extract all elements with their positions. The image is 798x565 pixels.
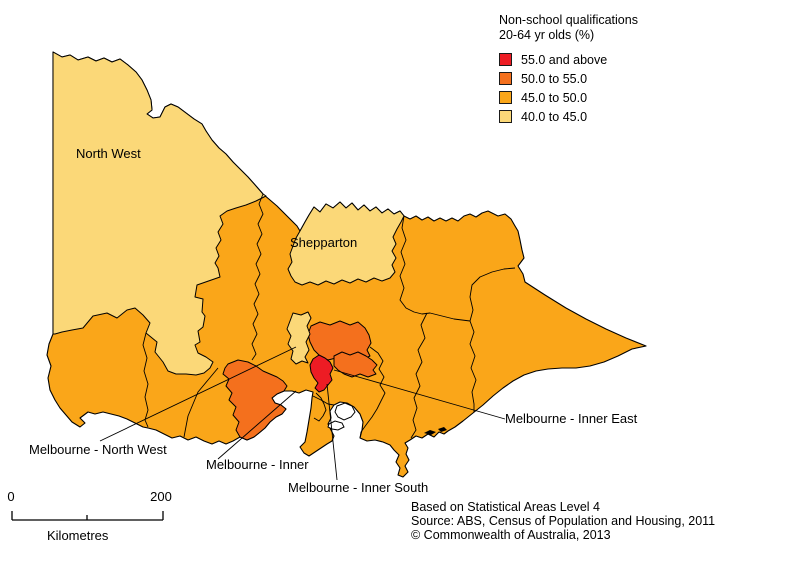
legend-title: Non-school qualifications 20-64 yr olds … [499, 13, 719, 43]
legend-title-line1: Non-school qualifications [499, 13, 638, 27]
label-melbourne-inner-east: Melbourne - Inner East [505, 411, 638, 426]
leader-melbourne-inner [217, 390, 297, 460]
source-line-3: © Commonwealth of Australia, 2013 [411, 527, 611, 542]
label-shepparton: Shepparton [290, 235, 358, 250]
phillip-island [327, 420, 345, 431]
region-melbourne-north-west [286, 311, 312, 365]
legend-item: 55.0 and above [499, 50, 719, 69]
scale-bar [11, 511, 164, 521]
source-line-1: Based on Statistical Areas Level 4 [411, 500, 601, 514]
legend-label: 45.0 to 50.0 [521, 90, 588, 105]
region-melbourne-inner [309, 354, 334, 393]
region-shepparton [287, 201, 405, 286]
label-melbourne-inner: Melbourne - Inner [206, 457, 309, 472]
region-north-east-of-melbourne [307, 320, 372, 362]
french-island [334, 402, 356, 421]
source-note: Based on Statistical Areas Level 4 Sourc… [411, 500, 716, 542]
leader-melbourne-north-west [99, 346, 297, 442]
leader-melbourne-inner-south [326, 383, 338, 481]
legend-item: 50.0 to 55.0 [499, 69, 719, 88]
label-north-west: North West [76, 146, 141, 161]
legend-label: 40.0 to 45.0 [521, 109, 588, 124]
corner-inlet-islets [424, 427, 447, 435]
leader-melbourne-inner-east [333, 369, 506, 420]
legend: Non-school qualifications 20-64 yr olds … [499, 13, 719, 126]
legend-swatch-45-to-50 [499, 91, 512, 104]
region-north-west [52, 51, 267, 376]
scale-tick-start-label: 0 [7, 489, 15, 504]
legend-swatch-55-and-above [499, 53, 512, 66]
legend-swatch-50-to-55 [499, 72, 512, 85]
label-melbourne-north-west: Melbourne - North West [29, 442, 167, 457]
scale-unit-label: Kilometres [47, 528, 109, 543]
region-west-of-melbourne [222, 359, 288, 441]
scale-tick-end-label: 200 [150, 489, 172, 504]
source-line-2: Source: ABS, Census of Population and Ho… [411, 513, 716, 528]
legend-label: 55.0 and above [521, 52, 608, 67]
legend-title-line2: 20-64 yr olds (%) [499, 28, 595, 42]
label-melbourne-inner-south: Melbourne - Inner South [288, 480, 429, 495]
legend-label: 50.0 to 55.0 [521, 71, 588, 86]
internal-boundaries [142, 193, 516, 439]
legend-item: 40.0 to 45.0 [499, 107, 719, 126]
legend-swatch-40-to-45 [499, 110, 512, 123]
legend-item: 45.0 to 50.0 [499, 88, 719, 107]
leader-lines [99, 346, 506, 481]
